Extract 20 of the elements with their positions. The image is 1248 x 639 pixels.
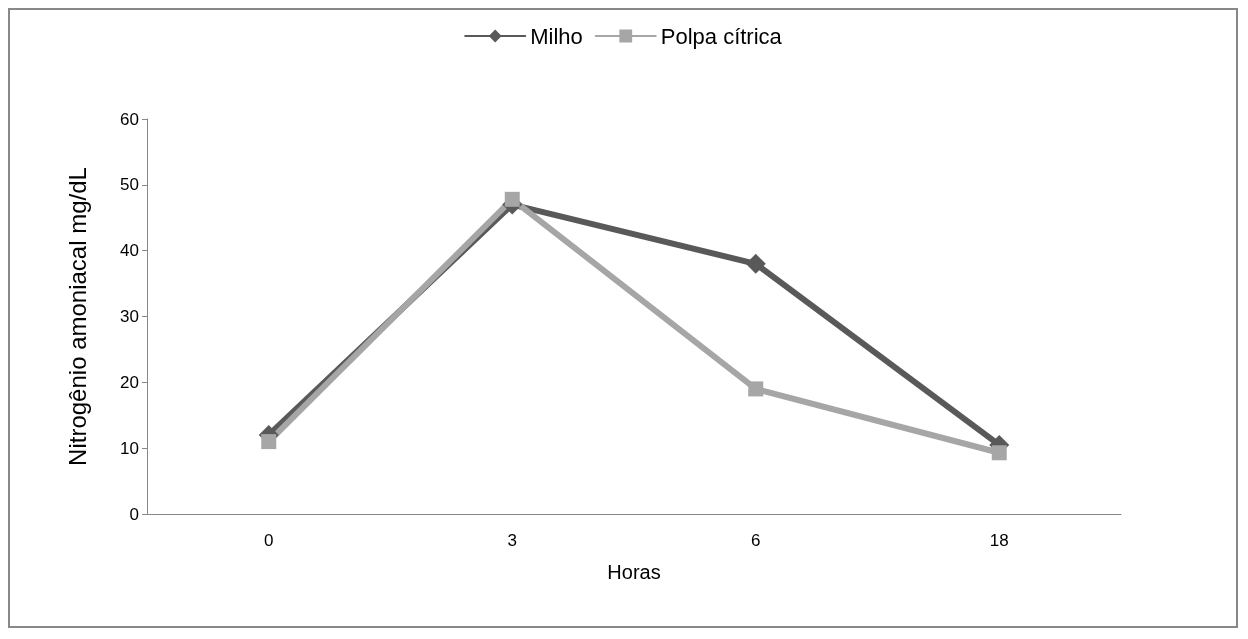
x-tick-label: 18 [989,531,1009,550]
legend-label: Polpa cítrica [660,23,783,49]
y-tick-label: 60 [120,109,139,129]
legend-label: Milho [530,23,583,49]
y-tick-label: 0 [129,504,139,524]
y-tick-label: 50 [120,175,139,195]
point [504,191,520,207]
x-tick-label: 6 [751,531,761,550]
y-tick-label: 10 [120,438,139,458]
y-tick-label: 20 [120,372,139,392]
y-axis-title: Nitrogênio amoniacal mg/dL [63,167,91,466]
x-axis-title: Horas [607,561,661,583]
point [748,381,764,397]
point [745,253,766,274]
point [261,434,277,450]
point [991,445,1007,461]
y-tick-label: 30 [120,307,139,326]
x-tick-label: 0 [264,531,274,550]
y-tick-label: 40 [120,241,139,261]
x-tick-label: 3 [507,531,517,550]
